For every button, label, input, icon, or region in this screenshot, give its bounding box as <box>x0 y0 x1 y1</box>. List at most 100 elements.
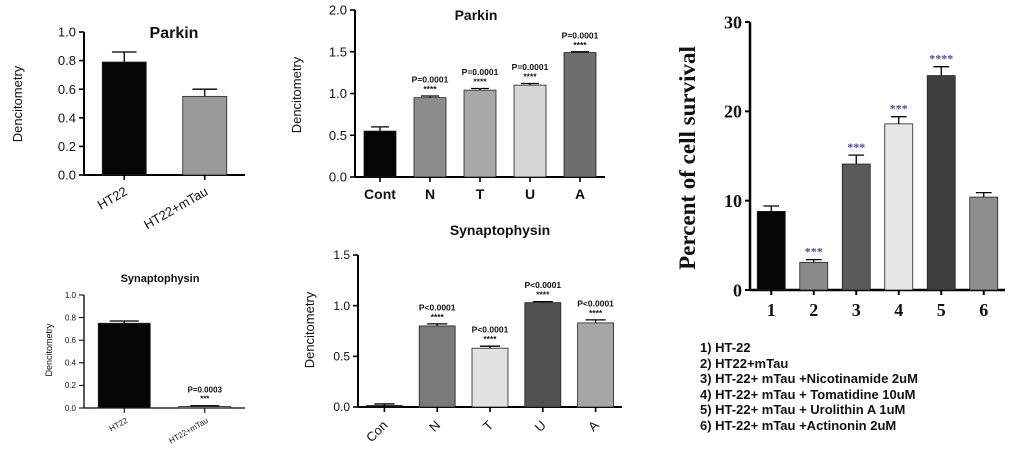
significance-label: P<0.0001 <box>577 298 614 308</box>
bar <box>463 89 497 178</box>
y-tick-label: 0.4 <box>65 359 77 368</box>
y-tick-label: 2.0 <box>329 3 347 18</box>
y-tick-label: 0.0 <box>65 404 77 413</box>
significance-label: P=0.0001 <box>462 67 499 77</box>
legend-item: 1) HT-22 <box>700 340 751 355</box>
legend-item: 4) HT-22+ mTau + Tomatidine 10uM <box>700 386 916 402</box>
bar <box>577 322 614 408</box>
x-tick-label: HT22+mTau <box>141 184 210 233</box>
y-tick-label: 0 <box>733 280 742 300</box>
y-tick-label: 0.8 <box>58 53 76 68</box>
bar <box>418 325 456 408</box>
x-tick-label: 6 <box>979 300 988 320</box>
x-tick-label: A <box>585 417 602 434</box>
y-tick-label: 1.5 <box>329 44 347 59</box>
y-tick-label: 0.0 <box>333 400 350 414</box>
y-tick-label: 1.0 <box>65 291 77 300</box>
y-tick-label: 1.0 <box>329 86 347 101</box>
x-tick-label: N <box>425 186 435 202</box>
y-tick-label: 0.0 <box>58 168 76 183</box>
x-tick-label: U <box>525 186 535 202</box>
x-tick-label: 1 <box>767 300 776 320</box>
x-tick-label: 5 <box>937 300 946 320</box>
bar <box>101 61 147 176</box>
significance-label: **** <box>431 312 445 322</box>
y-axis-label: Percent of cell survival <box>675 46 700 270</box>
chart-title: Synaptophysin <box>450 222 550 238</box>
bar <box>969 196 999 291</box>
chart-title: Synaptophysin <box>121 273 200 285</box>
bar <box>182 95 228 176</box>
y-tick-label: 0.5 <box>333 350 350 364</box>
x-tick-label: T <box>480 417 496 433</box>
significance-label: P<0.0001 <box>419 302 456 312</box>
significance-label: P<0.0001 <box>472 325 509 335</box>
y-tick-label: 0.2 <box>65 381 77 390</box>
chart-title: Parkin <box>455 7 498 23</box>
x-tick-label: A <box>575 186 585 202</box>
bar <box>97 322 151 409</box>
bar <box>563 52 597 178</box>
bar <box>926 75 956 291</box>
bar <box>841 163 871 291</box>
significance-label: **** <box>473 76 487 86</box>
y-tick-label: 10 <box>724 191 742 211</box>
x-tick-label: T <box>476 186 485 202</box>
x-tick-label: 4 <box>894 300 903 320</box>
y-tick-label: 0.2 <box>58 139 76 154</box>
y-tick-label: 1.5 <box>333 248 350 262</box>
bar <box>756 210 786 291</box>
significance-label: *** <box>200 395 210 404</box>
x-tick-label: HT22+mTau <box>167 416 209 446</box>
bar <box>524 302 562 408</box>
x-tick-label: Con <box>363 418 390 445</box>
y-axis-label: Dencitometry <box>44 323 54 377</box>
y-tick-label: 1.0 <box>333 299 350 313</box>
significance-label: **** <box>483 334 497 344</box>
y-tick-label: 0.8 <box>65 313 77 322</box>
y-tick-label: 1.0 <box>58 25 76 40</box>
y-axis-label: Dencitometry <box>289 56 304 133</box>
legend-item: 5) HT-22+ mTau + Urolithin A 1uM <box>700 402 906 417</box>
significance-label: **** <box>523 71 537 81</box>
significance-label: *** <box>890 102 908 116</box>
legend-item: 2) HT22+mTau <box>700 355 789 371</box>
x-tick-label: HT22 <box>108 416 130 434</box>
y-tick-label: 30 <box>724 12 742 32</box>
bar <box>884 123 914 291</box>
y-axis-label: Dencitometry <box>10 65 25 142</box>
y-tick-label: 20 <box>724 102 742 122</box>
x-tick-label: U <box>532 418 549 435</box>
y-tick-label: 0.6 <box>65 336 77 345</box>
significance-label: **** <box>929 52 953 66</box>
x-tick-label: 3 <box>852 300 861 320</box>
y-axis-label: Dencitometry <box>302 291 317 368</box>
bar <box>471 347 509 408</box>
significance-label: **** <box>536 290 550 300</box>
x-tick-label: Cont <box>364 186 396 202</box>
significance-label: P=0.0001 <box>512 62 549 72</box>
bar <box>513 84 547 178</box>
significance-label: P=0.0001 <box>562 30 599 40</box>
bar <box>799 261 829 291</box>
significance-label: P=0.0003 <box>188 386 223 395</box>
x-tick-label: HT22 <box>95 184 130 213</box>
y-tick-label: 0.4 <box>58 110 76 125</box>
y-tick-label: 0.0 <box>329 170 347 185</box>
x-tick-label: N <box>426 418 443 435</box>
legend-item: 6) HT-22+ mTau +Actinonin 2uM <box>700 417 897 433</box>
chart-title: Parkin <box>150 25 199 42</box>
significance-label: P<0.0001 <box>524 280 561 290</box>
significance-label: *** <box>847 140 865 154</box>
y-tick-label: 0.5 <box>329 128 347 143</box>
bar <box>363 130 397 178</box>
survival-legend: 1) HT-22 2) HT22+mTau 3) HT-22+ mTau +Ni… <box>700 340 1000 433</box>
significance-label: **** <box>589 308 603 318</box>
significance-label: P=0.0001 <box>412 75 449 85</box>
x-tick-label: 2 <box>809 300 818 320</box>
bar <box>413 97 447 178</box>
legend-item: 3) HT-22+ mTau +Nicotinamide 2uM <box>700 371 918 386</box>
significance-label: **** <box>423 84 437 94</box>
significance-label: *** <box>805 245 823 259</box>
